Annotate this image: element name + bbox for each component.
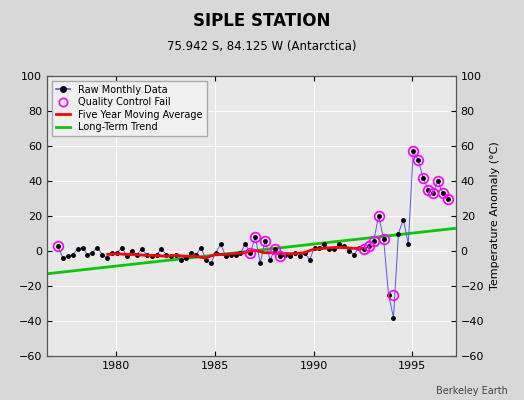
Text: SIPLE STATION: SIPLE STATION xyxy=(193,12,331,30)
Text: Berkeley Earth: Berkeley Earth xyxy=(436,386,508,396)
Legend: Raw Monthly Data, Quality Control Fail, Five Year Moving Average, Long-Term Tren: Raw Monthly Data, Quality Control Fail, … xyxy=(52,81,206,136)
Text: 75.942 S, 84.125 W (Antarctica): 75.942 S, 84.125 W (Antarctica) xyxy=(167,40,357,53)
Y-axis label: Temperature Anomaly (°C): Temperature Anomaly (°C) xyxy=(490,142,500,290)
